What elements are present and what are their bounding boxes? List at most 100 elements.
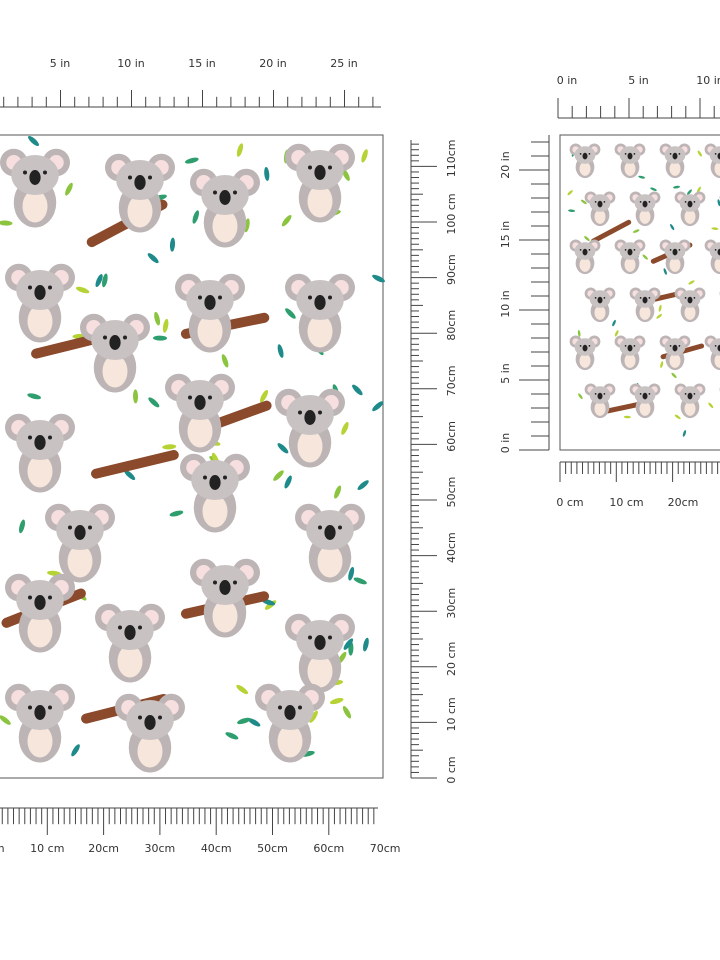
leaf	[162, 444, 177, 450]
leaf	[65, 182, 73, 196]
ruler-label: 0 in	[557, 74, 578, 87]
koala-eye	[208, 395, 212, 400]
koala-eye	[624, 249, 627, 251]
ruler-label: 40cm	[445, 532, 458, 563]
ruler-label: 40cm	[201, 842, 232, 855]
koala-head	[709, 146, 720, 164]
koala-eye	[648, 393, 651, 395]
koala-nose	[74, 525, 86, 540]
ruler-label: 30cm	[445, 588, 458, 619]
koala-eye	[23, 170, 27, 175]
koala-eye	[579, 153, 582, 155]
leaf	[650, 187, 657, 191]
koala-eye	[68, 525, 72, 530]
koala-eye	[678, 153, 681, 155]
koala-eye	[28, 595, 32, 600]
koala-eye	[233, 190, 237, 195]
leaf	[372, 274, 385, 283]
koala-belly	[624, 257, 636, 272]
koala-eye	[188, 395, 192, 400]
koala-belly	[27, 455, 53, 488]
koala-belly	[277, 725, 303, 758]
koala-eye	[118, 625, 122, 630]
leaf	[372, 401, 384, 412]
koala-belly	[684, 209, 696, 224]
leaf	[632, 229, 640, 233]
koala-eye	[318, 525, 322, 530]
koala-eye	[338, 525, 342, 530]
koala-belly	[202, 495, 228, 528]
koala-belly	[624, 161, 636, 176]
leaf	[612, 319, 616, 327]
leaf	[673, 185, 681, 189]
ruler-label: 50cm	[257, 842, 288, 855]
leaf	[236, 684, 249, 695]
koala-belly	[714, 257, 720, 272]
koala-eye	[594, 297, 597, 299]
koala-eye	[123, 335, 127, 340]
koala-eye	[594, 201, 597, 203]
ruler-label: 110cm	[445, 140, 458, 178]
koala-belly	[579, 161, 591, 176]
leaf	[660, 361, 664, 368]
leaf	[658, 304, 662, 312]
ruler-label: 5 in	[628, 74, 649, 87]
koala-nose	[284, 705, 296, 720]
koala-head	[709, 242, 720, 260]
ruler-label: 10 cm	[609, 496, 643, 509]
leaf	[708, 402, 714, 409]
leaf	[0, 715, 11, 725]
koala-eye	[213, 190, 217, 195]
leaf	[329, 697, 344, 705]
koala-belly	[639, 401, 651, 416]
leaf	[584, 236, 590, 242]
leaf	[682, 430, 687, 437]
koala-nose	[194, 395, 206, 410]
leaf	[577, 329, 581, 337]
koala-belly	[197, 315, 223, 348]
koala-belly	[579, 257, 591, 272]
koala-belly	[187, 415, 213, 448]
leaf	[309, 710, 318, 723]
koala-eye	[48, 285, 52, 290]
koala-belly	[27, 305, 53, 338]
branch	[600, 401, 645, 415]
koala-nose	[672, 344, 678, 352]
koala-belly	[212, 600, 238, 633]
koala-belly	[624, 353, 636, 368]
koala-eye	[639, 393, 642, 395]
koala-nose	[314, 165, 326, 180]
koala-belly	[639, 209, 651, 224]
koala-eye	[588, 345, 591, 347]
ruler-label: 25 in	[330, 57, 358, 70]
koala-eye	[233, 580, 237, 585]
leaf	[638, 175, 646, 179]
koala-eye	[328, 635, 332, 640]
koala-eye	[603, 297, 606, 299]
ruler-label: 60cm	[445, 421, 458, 452]
koala-head	[709, 338, 720, 356]
leaf	[697, 150, 702, 157]
ruler-label: 30cm	[145, 842, 176, 855]
leaf	[19, 519, 26, 534]
koala-eye	[684, 393, 687, 395]
leaf	[348, 566, 355, 581]
koala-eye	[308, 635, 312, 640]
koala-eye	[639, 297, 642, 299]
koala-eye	[48, 435, 52, 440]
koala-eye	[579, 249, 582, 251]
leaf	[670, 223, 675, 231]
leaf	[357, 480, 369, 491]
koala-belly	[684, 305, 696, 320]
ruler-label: 50cm	[445, 477, 458, 508]
leaf	[663, 268, 667, 275]
koala-eye	[588, 249, 591, 251]
ruler-label: 20 in	[259, 57, 287, 70]
ruler-label: 0 cm	[0, 842, 5, 855]
koala-eye	[138, 715, 142, 720]
koala-nose	[582, 152, 588, 160]
koala-eye	[213, 580, 217, 585]
leaf	[567, 190, 573, 196]
koala-belly	[307, 315, 333, 348]
